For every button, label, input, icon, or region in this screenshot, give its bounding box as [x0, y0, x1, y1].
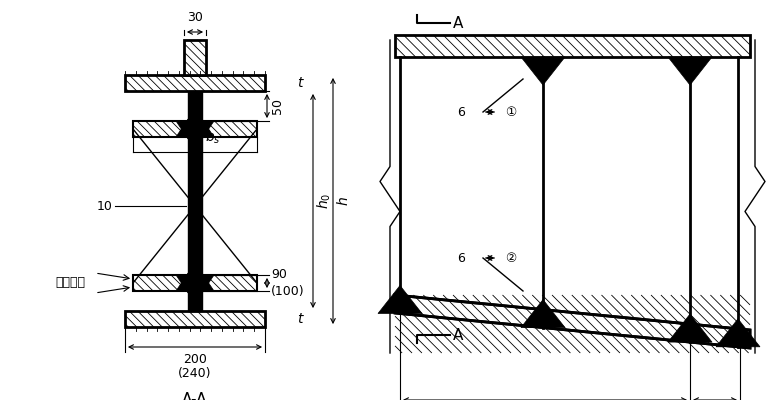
Polygon shape [202, 119, 214, 137]
Text: $t$: $t$ [297, 76, 305, 90]
Polygon shape [716, 319, 738, 347]
Text: A: A [453, 328, 463, 342]
Polygon shape [202, 121, 214, 139]
Polygon shape [521, 300, 543, 328]
Bar [133, 275, 188, 291]
Polygon shape [202, 275, 214, 293]
Polygon shape [176, 275, 188, 293]
Polygon shape [176, 121, 188, 139]
Text: 刨平抵緊: 刨平抵緊 [55, 276, 85, 290]
Polygon shape [521, 57, 543, 85]
Text: $t$: $t$ [297, 312, 305, 326]
Text: (100): (100) [271, 284, 305, 298]
Text: 10: 10 [97, 200, 113, 212]
Polygon shape [378, 286, 400, 314]
Text: A: A [453, 16, 463, 30]
Text: 90: 90 [271, 268, 287, 282]
Text: $b_s$: $b_s$ [205, 129, 221, 146]
Text: 6: 6 [457, 106, 465, 118]
Polygon shape [543, 57, 565, 85]
Polygon shape [202, 273, 214, 291]
Bar [202, 275, 257, 291]
Bar [125, 75, 265, 91]
Text: A-A: A-A [182, 392, 208, 400]
Bar [125, 311, 265, 327]
Bar [133, 121, 188, 137]
Polygon shape [690, 57, 712, 85]
Text: 200: 200 [183, 353, 207, 366]
Polygon shape [395, 295, 750, 348]
Text: 50: 50 [271, 98, 284, 114]
Bar [202, 121, 257, 137]
Text: $h$: $h$ [336, 196, 351, 206]
Text: (240): (240) [178, 367, 212, 380]
Polygon shape [176, 119, 188, 137]
Text: ①: ① [505, 106, 516, 118]
Polygon shape [543, 300, 565, 328]
Polygon shape [668, 314, 690, 342]
Text: ②: ② [505, 252, 516, 264]
Polygon shape [668, 57, 690, 85]
Text: 30: 30 [187, 11, 203, 24]
Text: $h_0$: $h_0$ [316, 193, 334, 209]
Polygon shape [176, 273, 188, 291]
Bar [184, 40, 206, 75]
Text: 6: 6 [457, 252, 465, 264]
Polygon shape [690, 314, 712, 342]
Bar [395, 35, 750, 57]
Polygon shape [738, 319, 760, 347]
Bar [188, 91, 202, 311]
Polygon shape [400, 286, 422, 314]
